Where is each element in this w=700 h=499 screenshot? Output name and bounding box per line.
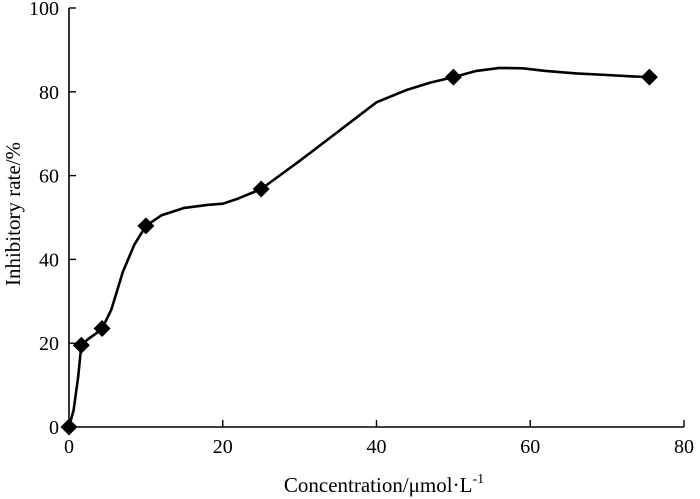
series-markers — [60, 68, 658, 436]
x-tick-label: 60 — [520, 436, 540, 458]
axes — [68, 8, 684, 428]
y-axis-title: Inhibitory rate/% — [1, 142, 25, 286]
data-point-marker — [252, 180, 270, 198]
y-tick-label: 60 — [39, 166, 59, 188]
x-axis-title: Concentration/μmol·L-1 — [284, 472, 484, 497]
y-tick-label: 40 — [39, 249, 59, 271]
data-point-marker — [444, 68, 462, 86]
x-axis-title-text: Concentration/μmol·L — [284, 473, 473, 497]
data-point-marker — [640, 68, 658, 86]
data-point-marker — [60, 418, 78, 436]
axis-ticks — [68, 7, 685, 428]
axis-tick-labels: 0 20 40 60 80 100 0 20 40 60 80 — [29, 0, 694, 458]
x-tick-label: 80 — [674, 436, 694, 458]
x-tick-label: 0 — [64, 436, 74, 458]
x-tick-label: 40 — [367, 436, 387, 458]
x-tick-label: 20 — [213, 436, 233, 458]
data-point-marker — [72, 336, 90, 354]
y-tick-label: 0 — [49, 417, 59, 439]
y-tick-label: 20 — [39, 333, 59, 355]
data-point-marker — [137, 217, 155, 235]
data-point-marker — [93, 320, 111, 337]
x-axis-title-superscript: -1 — [472, 472, 484, 487]
y-tick-label: 100 — [29, 0, 59, 20]
series-line — [67, 66, 650, 428]
y-tick-label: 80 — [39, 82, 59, 104]
